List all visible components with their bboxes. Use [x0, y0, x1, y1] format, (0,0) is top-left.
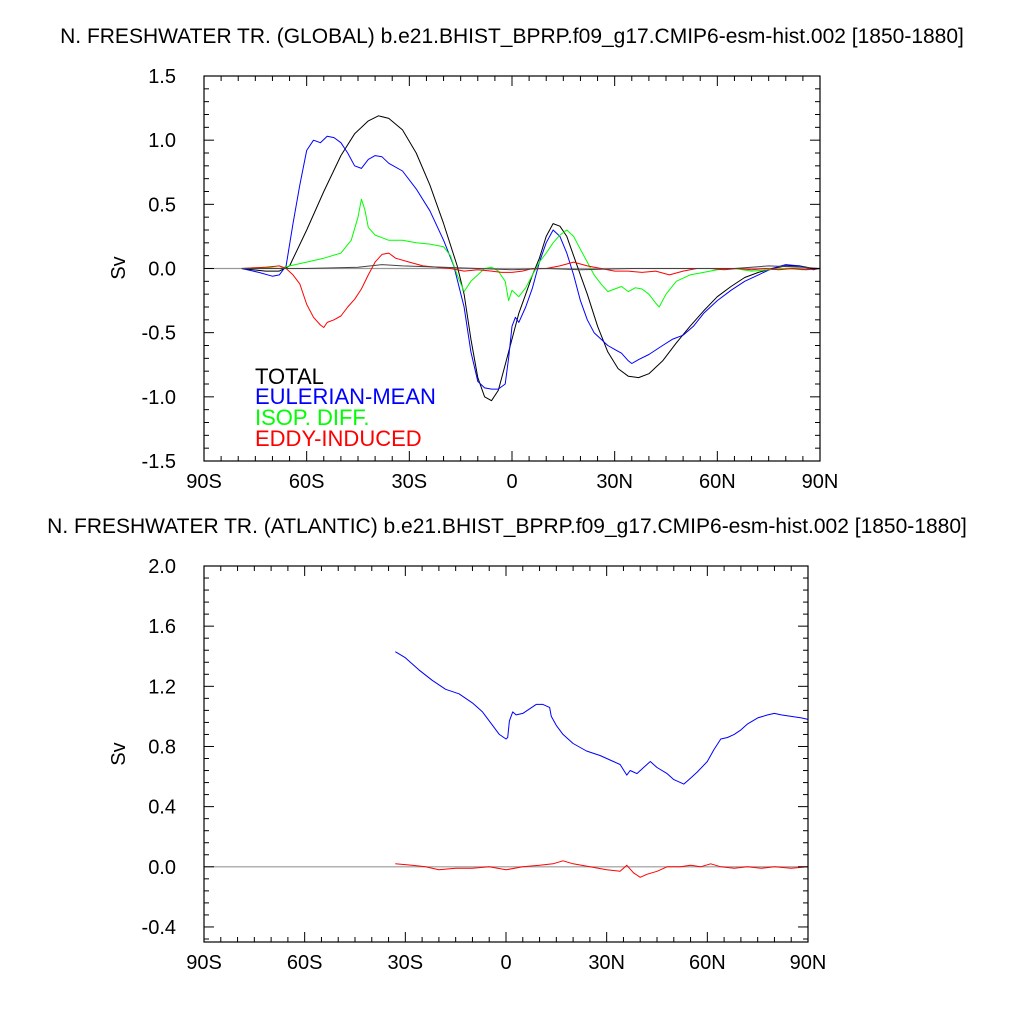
panel-0-ytick-label: -1.5 — [142, 451, 176, 473]
panel-1-xtick-label: 0 — [500, 952, 511, 974]
legend: TOTAL EULERIAN-MEAN ISOP. DIFF. EDDY-IND… — [255, 364, 436, 451]
panel-0-series-eddy-induced — [241, 252, 821, 328]
panel-1-plot-frame — [203, 565, 809, 943]
panel-0-xtick-label: 90N — [802, 471, 839, 493]
panel-1-xtick-label: 30N — [588, 952, 625, 974]
panel-0-ytick-label: 0.0 — [148, 259, 176, 281]
panel-1-series-line-0 — [395, 651, 809, 785]
panel-atlantic-chart: 90S 60S 30S 0 30N 60N 90N -0.4 0.0 0.4 0.8 1.2 1.6 2.… — [142, 556, 827, 974]
panel-1-ytick-label: 0.4 — [148, 797, 176, 819]
panel-0-xtick-label: 90S — [186, 471, 222, 493]
panel-1-ytick-label: 1.6 — [148, 616, 176, 638]
panel-1-xtick-label: 90S — [186, 952, 222, 974]
panel-0-ytick-label: 1.5 — [148, 66, 176, 88]
legend-item-isop-diff: ISOP. DIFF. — [255, 405, 370, 430]
panel-0-ytick-label: -0.5 — [142, 323, 176, 345]
panel-global-title: N. FRESHWATER TR. (GLOBAL) b.e21.BHIST_B… — [60, 25, 964, 48]
panel-global-ylabel: Sv — [108, 256, 130, 279]
panel-1-xtick-label: 60S — [287, 952, 323, 974]
panel-1-xtick-label: 60N — [689, 952, 726, 974]
panel-1-series-line-1 — [395, 860, 809, 878]
panel-0-xtick-label: 30S — [392, 471, 428, 493]
panel-global-chart: 90S 60S 30S 0 30N 60N 90N -1.5 -1.0 -0.5 0.0 0.5 1.0… — [142, 66, 839, 493]
panel-atlantic-title: N. FRESHWATER TR. (ATLANTIC) b.e21.BHIST… — [47, 515, 967, 538]
panel-0-xtick-label: 30N — [596, 471, 633, 493]
panel-atlantic-ylabel: Sv — [108, 742, 130, 765]
panel-1-xtick-label: 30S — [388, 952, 424, 974]
panel-1-ytick-label: 0.0 — [148, 857, 176, 879]
panel-0-ytick-label: 0.5 — [148, 194, 176, 216]
panel-1-ytick-label: 0.8 — [148, 736, 176, 758]
legend-item-total: TOTAL — [255, 364, 324, 389]
panel-0-xtick-label: 60S — [289, 471, 325, 493]
panel-1-ytick-label: 2.0 — [148, 556, 176, 578]
legend-item-eulerian-mean: EULERIAN-MEAN — [255, 384, 436, 409]
panel-0-xtick-label: 60N — [699, 471, 736, 493]
panel-0-ytick-label: -1.0 — [142, 387, 176, 409]
panel-1-ytick-label: 1.2 — [148, 676, 176, 698]
legend-item-eddy-induced: EDDY-INDUCED — [255, 426, 422, 451]
panel-1-xtick-label: 90N — [790, 952, 827, 974]
panel-0-series-total — [241, 115, 820, 402]
panel-0-series-line-4 — [241, 264, 821, 271]
panel-0-series-isop-diff — [241, 198, 821, 308]
panel-0-ytick-label: 1.0 — [148, 130, 176, 152]
panel-0-series-eulerian-mean — [241, 135, 821, 390]
panel-0-xtick-label: 0 — [506, 471, 517, 493]
panel-1-ytick-label: -0.4 — [142, 917, 176, 939]
